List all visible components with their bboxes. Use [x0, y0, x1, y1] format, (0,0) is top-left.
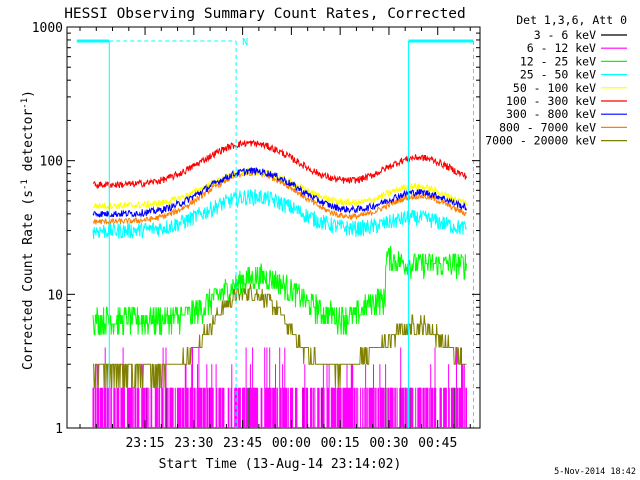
series-1: [92, 347, 467, 428]
series-line: [92, 166, 467, 211]
legend-entry-label: 100 - 300 keV: [506, 94, 596, 108]
x-tick-label: 00:00: [272, 436, 311, 451]
x-tick-label: 00:30: [369, 436, 408, 451]
legend-entry-label: 12 - 25 keV: [520, 54, 596, 68]
x-tick-label: 23:30: [174, 436, 213, 451]
series-5: [92, 139, 467, 190]
chart-title: HESSI Observing Summary Count Rates, Cor…: [64, 6, 466, 22]
series-line: [92, 139, 467, 190]
x-tick-label: 23:45: [223, 436, 262, 451]
series-line: [92, 167, 467, 219]
legend-entry-label: 25 - 50 keV: [520, 68, 596, 82]
legend-entry-label: 3 - 6 keV: [534, 28, 596, 42]
legend-entry-label: 50 - 100 keV: [513, 81, 596, 95]
series-6: [92, 167, 467, 219]
legend-entry-label: 800 - 7000 keV: [499, 120, 596, 134]
plot-area: N 23:15 23:30 23:45 00:00 00:15 00:30 00:45 1 10…: [32, 21, 481, 451]
attenuator-label: N: [242, 37, 248, 48]
series-line: [93, 283, 467, 389]
series-line: [92, 245, 467, 336]
legend-entry-label: 300 - 800 keV: [506, 107, 596, 121]
axis-ticks: 23:15 23:30 23:45 00:00 00:15 00:30 00:45 1 10 10…: [32, 21, 480, 451]
y-tick-label: 10: [47, 288, 63, 303]
legend-title: Det 1,3,6, Att 0: [516, 13, 627, 27]
series-line: [92, 189, 467, 240]
x-axis-label: Start Time (13-Aug-14 23:14:02): [159, 457, 402, 472]
y-tick-label: 100: [40, 155, 63, 170]
series-3: [92, 189, 467, 240]
series-4: [92, 166, 467, 211]
series-8: [93, 283, 467, 389]
legend-entry-label: 7000 - 20000 keV: [485, 134, 596, 148]
x-tick-label: 00:15: [321, 436, 360, 451]
series-layer: [92, 139, 467, 428]
x-tick-label: 00:45: [418, 436, 457, 451]
y-axis-label: Corrected Count Rate (s-1 detector-1): [20, 90, 36, 370]
attenuator-overlay: N: [76, 37, 474, 428]
x-tick-label: 23:15: [125, 436, 164, 451]
y-tick-label: 1: [55, 422, 63, 437]
series-6-12-kev-line: [92, 347, 467, 428]
y-tick-label: 1000: [32, 21, 63, 36]
footer-date: 5-Nov-2014 18:42: [554, 467, 636, 477]
series-2: [92, 245, 467, 336]
legend-entry-label: 6 - 12 keV: [527, 41, 596, 55]
